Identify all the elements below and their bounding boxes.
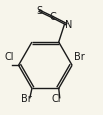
- Text: C: C: [50, 12, 56, 22]
- Text: Cl: Cl: [52, 93, 61, 103]
- Text: Br: Br: [74, 52, 85, 62]
- Text: Br: Br: [21, 93, 31, 103]
- Text: Cl: Cl: [4, 52, 14, 62]
- Text: S: S: [36, 6, 42, 16]
- Text: N: N: [65, 19, 73, 29]
